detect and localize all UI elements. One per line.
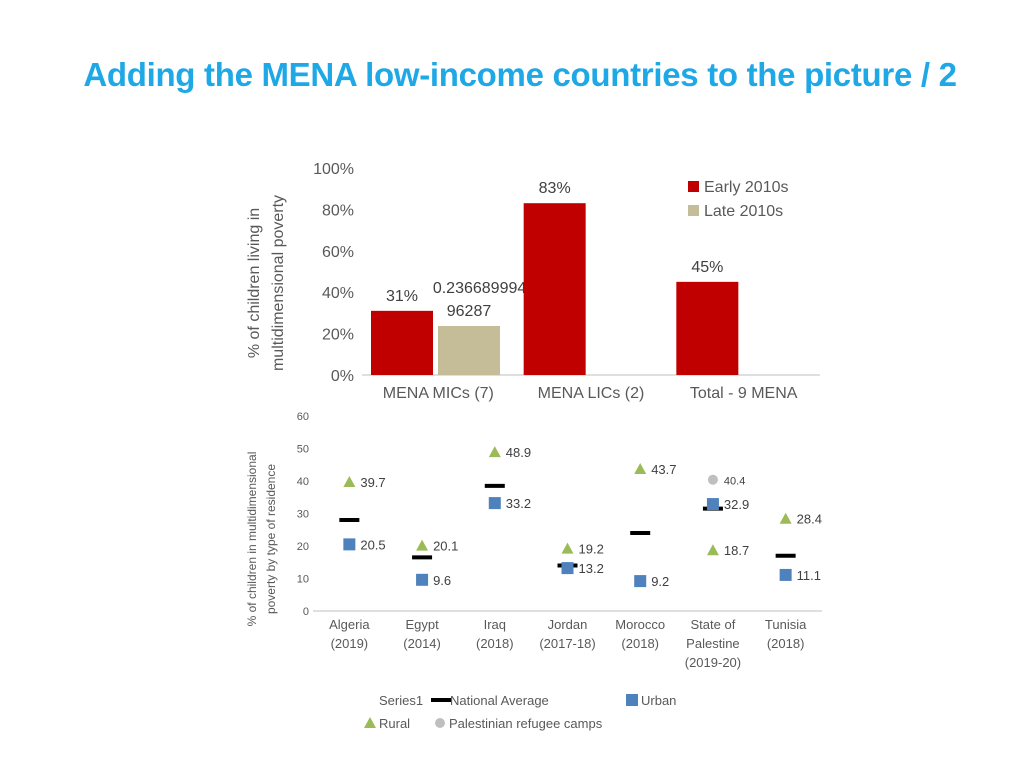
bar-legend-swatch <box>688 205 699 216</box>
bar-legend-swatch <box>688 181 699 192</box>
marker-national-average <box>484 483 505 488</box>
dot-category-label: (2019-20) <box>685 655 741 670</box>
dot-category-label: (2014) <box>403 636 441 651</box>
bar-y-tick-label: 40% <box>322 285 354 302</box>
dot-data-label: 9.2 <box>651 574 669 589</box>
marker-palestinian-refugee-camps <box>707 474 718 485</box>
dot-y-tick-label: 60 <box>297 411 309 423</box>
marker-urban <box>343 538 356 551</box>
dot-data-label: 18.7 <box>724 543 749 558</box>
dot-data-label: 40.4 <box>724 476 745 488</box>
marker-rural <box>488 446 501 458</box>
bar-category-label: MENA LICs (2) <box>538 385 645 402</box>
dot-y-tick-label: 40 <box>297 476 309 488</box>
bar-category-label: Total - 9 MENA <box>690 385 798 402</box>
dot-data-label: 13.2 <box>579 561 604 576</box>
dot-category-label: Tunisia <box>765 617 807 632</box>
dot-legend-label: Urban <box>641 693 676 708</box>
dot-legend-swatch <box>626 694 638 706</box>
bar-early-2010s <box>676 281 739 375</box>
dot-category-label: (2018) <box>767 636 805 651</box>
dot-y-axis-title: % of children in multidimensional <box>245 452 259 627</box>
marker-rural <box>416 539 429 551</box>
marker-urban <box>634 575 647 588</box>
bar-y-tick-label: 60% <box>322 244 354 261</box>
dot-y-tick-label: 30 <box>297 509 309 521</box>
dot-category-label: Iraq <box>484 617 506 632</box>
dot-category-label: Algeria <box>329 617 370 632</box>
dot-category-label: State of <box>691 617 736 632</box>
bar-data-label: 96287 <box>447 303 492 320</box>
bar-y-tick-label: 80% <box>322 202 354 219</box>
bar-y-axis-title: % of children living in <box>246 208 263 358</box>
dot-category-label: (2017-18) <box>539 636 595 651</box>
dot-category-label: (2018) <box>476 636 514 651</box>
dot-legend-swatch <box>364 717 376 728</box>
dot-data-label: 20.5 <box>360 537 385 552</box>
dot-legend-swatch <box>435 718 445 728</box>
marker-rural <box>706 544 719 556</box>
dot-data-label: 32.9 <box>724 497 749 512</box>
dot-data-label: 11.1 <box>797 568 821 583</box>
marker-urban <box>779 568 792 581</box>
bar-y-tick-label: 100% <box>313 161 354 178</box>
dot-y-tick-label: 50 <box>297 444 309 456</box>
marker-urban <box>561 562 574 575</box>
dot-category-label: Jordan <box>548 617 588 632</box>
dot-category-label: Egypt <box>405 617 439 632</box>
dot-category-label: (2019) <box>331 636 369 651</box>
dot-data-label: 33.2 <box>506 496 531 511</box>
dot-legend-label: Rural <box>379 716 410 731</box>
dot-legend-label: Series1 <box>379 693 423 708</box>
bar-data-label: 45% <box>691 259 723 276</box>
dot-legend-label: National Average <box>450 693 549 708</box>
marker-national-average <box>630 531 651 535</box>
dot-data-label: 19.2 <box>579 542 604 557</box>
bar-legend-label: Early 2010s <box>704 179 789 196</box>
bar-category-label: MENA MICs (7) <box>383 385 494 402</box>
dot-data-label: 39.7 <box>360 475 385 490</box>
dot-data-label: 48.9 <box>506 445 531 460</box>
dot-category-label: (2018) <box>621 636 659 651</box>
marker-rural <box>561 542 574 554</box>
bar-early-2010s <box>523 203 586 375</box>
marker-urban <box>706 498 719 511</box>
dot-y-tick-label: 20 <box>297 541 309 553</box>
marker-urban <box>488 497 501 510</box>
dot-y-tick-label: 10 <box>297 574 309 586</box>
bar-data-label: 0.2366899940 <box>433 280 535 297</box>
dot-data-label: 9.6 <box>433 573 451 588</box>
marker-national-average <box>339 518 360 522</box>
bar-early-2010s <box>371 310 433 375</box>
dot-data-label: 28.4 <box>797 512 822 527</box>
bar-data-label: 83% <box>539 180 571 197</box>
dot-data-label: 20.1 <box>433 539 458 554</box>
marker-national-average <box>412 555 433 560</box>
slide-title: Adding the MENA low-income countries to … <box>83 56 957 93</box>
bar-y-axis-title: multidimensional poverty <box>270 195 287 371</box>
dot-legend-label: Palestinian refugee camps <box>449 716 603 731</box>
marker-rural <box>634 462 647 474</box>
bar-data-label: 31% <box>386 288 418 305</box>
dot-legend-swatch <box>431 698 451 702</box>
bar-legend-label: Late 2010s <box>704 203 783 220</box>
bar-y-tick-label: 20% <box>322 327 354 344</box>
marker-national-average <box>775 553 796 558</box>
dot-data-label: 43.7 <box>651 462 676 477</box>
dot-category-label: Morocco <box>615 617 665 632</box>
bar-late-2010s <box>438 326 500 375</box>
dot-category-label: Palestine <box>686 636 739 651</box>
dot-y-tick-label: 0 <box>303 606 309 618</box>
bar-y-tick-label: 0% <box>331 368 354 385</box>
marker-rural <box>343 475 356 487</box>
dot-y-axis-title: poverty by type of residence <box>264 464 278 614</box>
marker-urban <box>416 573 429 586</box>
marker-rural <box>779 512 792 524</box>
